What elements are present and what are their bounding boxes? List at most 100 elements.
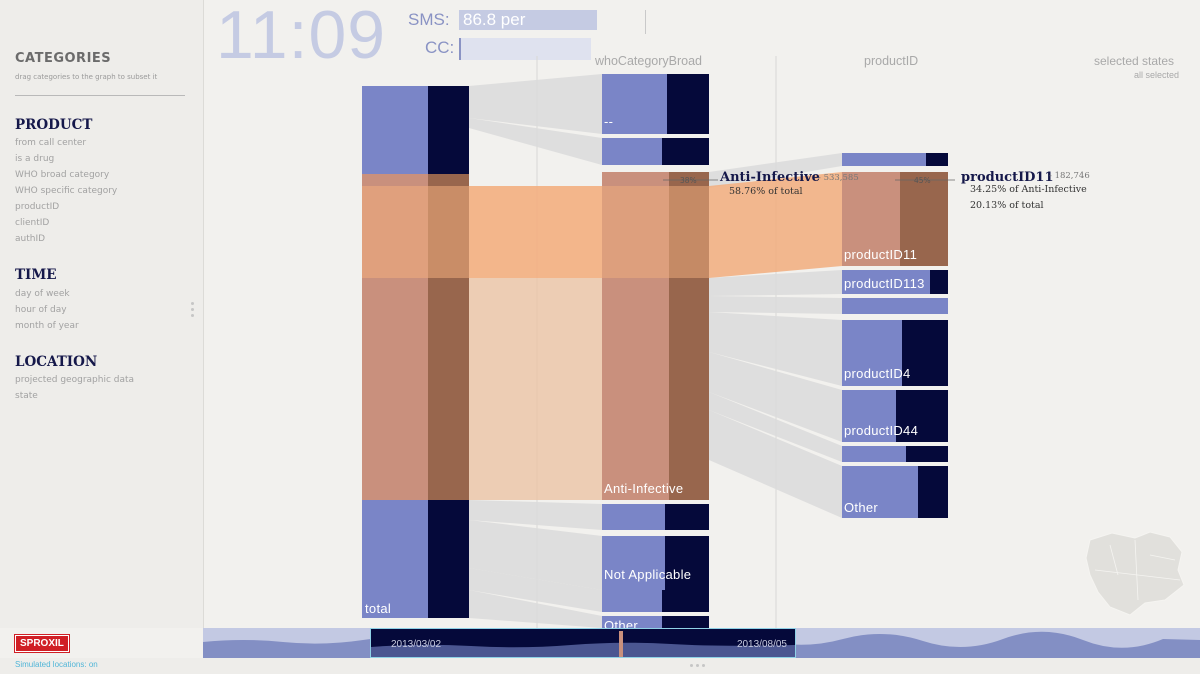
anti-infective-percent: 38% — [680, 176, 697, 185]
anti-infective-tooltip-count: - 533,585 — [818, 173, 859, 183]
sms-rate-value: 86.8 per — [459, 10, 597, 30]
product-bar-p113-dark — [930, 270, 948, 294]
ribbon-anti-p6 — [709, 392, 842, 462]
timeline-track[interactable]: 2013/03/02 2013/08/05 — [203, 628, 1200, 658]
bar-label-productid4[interactable]: productID4 — [844, 366, 911, 381]
category-who-specific[interactable]: WHO specific category — [15, 186, 118, 196]
product-bar-other-dark — [918, 466, 948, 518]
categories-subtitle: drag categories to the graph to subset i… — [15, 73, 158, 81]
ribbon-total-not-applicable — [469, 520, 602, 590]
sidebar-divider — [15, 95, 185, 96]
ribbon-anti-p44 — [709, 352, 842, 442]
total-bar-navy-bottom — [428, 500, 469, 618]
state-map-icon — [1085, 531, 1185, 616]
categories-title: CATEGORIES — [15, 51, 112, 66]
ribbon-anti-p113 — [709, 270, 842, 296]
bar-label-productid11[interactable]: productID11 — [844, 247, 918, 262]
ribbon-total-cat2 — [469, 118, 602, 165]
product-bar-p4-dark — [902, 320, 948, 386]
anti-infective-tooltip-share: 58.76% of total — [729, 186, 803, 197]
timeline-start-date: 2013/03/02 — [391, 639, 442, 650]
categories-sidebar: CATEGORIES drag categories to the graph … — [0, 0, 204, 628]
category-bar-dash-dark — [667, 74, 709, 134]
category-is-a-drug[interactable]: is a drug — [15, 154, 55, 164]
category-bar-not-applicable — [602, 536, 665, 590]
total-bar-blue-bottom — [362, 500, 428, 618]
productid11-tooltip-count: - 182,746 — [1049, 171, 1090, 181]
selected-states-value: all selected — [1134, 70, 1180, 80]
product-bar-other — [842, 466, 918, 518]
simulated-locations-status[interactable]: Simulated locations: on — [15, 660, 98, 669]
category-bar-other-dark — [662, 616, 709, 628]
total-bar-highlight — [362, 186, 469, 278]
category-bar-dash — [602, 74, 667, 134]
category-bar-highlight — [602, 186, 709, 278]
product-bar-6-dark — [906, 446, 948, 462]
timeline-selection-window[interactable]: 2013/03/02 2013/08/05 — [370, 628, 796, 658]
category-authid[interactable]: authID — [15, 234, 46, 244]
product-bar-0 — [842, 153, 926, 166]
bar-label-dash[interactable]: -- — [604, 114, 614, 129]
productid11-tooltip-share-total: 20.13% of total — [970, 200, 1044, 211]
category-bar-4-dark — [665, 504, 709, 530]
product-bar-p11 — [842, 172, 900, 266]
column-header-selected-states[interactable]: selected states — [1094, 54, 1175, 68]
timeline-resize-handle[interactable] — [690, 664, 705, 667]
product-bar-p44 — [842, 390, 896, 442]
ribbon-anti-p3 — [709, 296, 842, 314]
timeline-selection-graph — [371, 642, 795, 657]
bar-label-other-product[interactable]: Other — [844, 500, 879, 515]
clock-display: 11:09 — [216, 0, 387, 73]
category-month-of-year[interactable]: month of year — [15, 321, 79, 331]
state-map-borders — [1094, 539, 1181, 601]
category-clientid[interactable]: clientID — [15, 218, 50, 228]
cc-label: CC: — [425, 38, 455, 57]
bar-label-productid113[interactable]: productID113 — [844, 276, 925, 291]
category-state[interactable]: state — [15, 391, 38, 401]
bar-label-total[interactable]: total — [365, 601, 392, 616]
ribbon-total-cat4 — [469, 500, 602, 530]
category-from-call-center[interactable]: from call center — [15, 138, 87, 148]
sidebar-resize-handle[interactable] — [191, 302, 194, 320]
ribbon-anti-p4 — [709, 312, 842, 386]
category-day-of-week[interactable]: day of week — [15, 289, 70, 299]
category-productid[interactable]: productID — [15, 202, 60, 212]
category-bar-not-applicable-dark — [665, 536, 709, 590]
category-hour-of-day[interactable]: hour of day — [15, 305, 67, 315]
product-bar-3 — [842, 298, 948, 314]
bar-label-productid44[interactable]: productID44 — [844, 423, 919, 438]
cc-rate-value — [459, 38, 591, 60]
product-bar-0-dark — [926, 153, 948, 166]
category-projected-geo[interactable]: projected geographic data — [15, 375, 135, 385]
category-bar-4 — [602, 504, 665, 530]
ribbon-total-other — [469, 590, 602, 628]
ribbon-anti-p0 — [709, 153, 842, 188]
bottom-strip — [0, 658, 1200, 674]
product-bar-p4 — [842, 320, 902, 386]
sproxil-logo: SPROXIL — [15, 635, 69, 652]
category-bar-6 — [602, 590, 662, 612]
section-location-heading: LOCATION — [15, 354, 98, 370]
productid11-tooltip-title: productID11 — [961, 170, 1054, 185]
timeline-playhead[interactable] — [619, 631, 623, 657]
bar-label-not-applicable[interactable]: Not Applicable — [604, 567, 692, 582]
ribbon-anti-other — [709, 410, 842, 518]
category-bar-6-dark — [662, 590, 709, 612]
section-time-heading: TIME — [15, 267, 57, 283]
category-bar-other — [602, 616, 662, 628]
productid11-percent: 45% — [914, 176, 931, 185]
column-header-who-category-broad[interactable]: whoCategoryBroad — [595, 54, 703, 68]
hud-divider — [645, 10, 646, 34]
productid11-tooltip-share-anti: 34.25% of Anti-Infective — [970, 184, 1087, 195]
total-bar-navy-top — [428, 86, 469, 174]
timeline-end-date: 2013/08/05 — [736, 639, 787, 650]
anti-infective-tooltip-title: Anti-Infective — [720, 170, 820, 185]
product-bar-6 — [842, 446, 906, 462]
ribbon-total-dash — [469, 74, 602, 134]
category-who-broad[interactable]: WHO broad category — [15, 170, 110, 180]
ribbon-total-cat6 — [469, 568, 602, 612]
column-header-product-id[interactable]: productID — [864, 54, 919, 68]
product-bar-p11-dark — [900, 172, 948, 266]
bar-label-anti-infective[interactable]: Anti-Infective — [604, 481, 684, 496]
